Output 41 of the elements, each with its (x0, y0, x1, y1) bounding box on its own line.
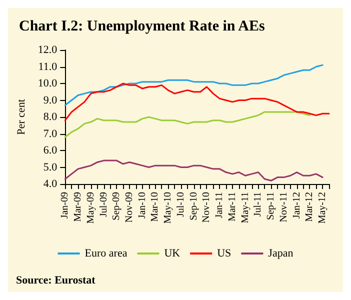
y-tick-label: 11.0 (38, 60, 58, 73)
legend-label: Japan (268, 248, 294, 260)
y-tick-label: 8.0 (43, 111, 58, 123)
x-tick-label: Sep-11 (266, 192, 277, 220)
x-tick-label: Jan-10 (136, 192, 148, 219)
x-tick-label: Jul-11 (252, 192, 264, 217)
x-tick-label: Mar-10 (150, 192, 161, 222)
x-tick-label: Nov-11 (278, 192, 290, 222)
y-tick-label: 6.0 (43, 144, 58, 156)
y-tick-label: 7.0 (43, 128, 58, 140)
x-tick-label: Sep-10 (188, 192, 200, 220)
y-tick-label: 9.0 (43, 94, 58, 106)
y-tick-label: 4.0 (43, 178, 58, 190)
y-axis-title: Per cent (16, 99, 28, 135)
x-tick-label: Jul-10 (175, 192, 186, 217)
legend-label: Euro area (84, 248, 128, 260)
x-tick-label: Sep-09 (111, 192, 122, 220)
x-tick-label: Mar-12 (304, 192, 316, 222)
x-tick-label: Jan-12 (291, 192, 302, 219)
y-tick-label: 5.0 (43, 161, 58, 174)
line-series (64, 160, 324, 182)
chart-title: Chart I.2: Unemployment Rate in AEs (19, 18, 265, 34)
x-tick-label: Jul-09 (98, 192, 110, 217)
x-tick-label: May-11 (240, 192, 251, 224)
line-series (64, 111, 310, 138)
x-tick-label: Jan-11 (214, 192, 226, 218)
x-tick-label: May-09 (85, 192, 96, 224)
x-tick-label: Nov-10 (201, 192, 212, 223)
line-series (64, 82, 330, 122)
source-note: Source: Eurostat (16, 274, 96, 286)
y-tick-label: 10.0 (38, 78, 58, 90)
x-tick-label: Jan-09 (60, 192, 71, 219)
legend-label: UK (164, 248, 180, 260)
x-tick-label: Mar-11 (226, 192, 238, 222)
line-series (64, 64, 324, 106)
x-tick-label: Mar-09 (72, 192, 84, 222)
x-tick-label: May-10 (162, 192, 174, 224)
legend-label: US (217, 248, 232, 260)
x-tick-label: May-12 (317, 192, 328, 224)
x-tick-label: Nov-09 (124, 192, 136, 223)
y-tick-label: 12.0 (38, 44, 58, 56)
